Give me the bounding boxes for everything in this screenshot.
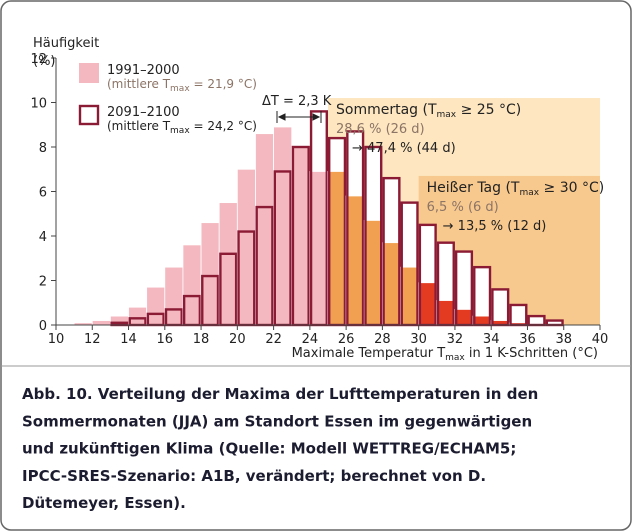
bar (436, 300, 456, 326)
x-tick-label: 34 (483, 332, 500, 347)
x-tick-label: 32 (447, 332, 464, 347)
legend-label: 2091–2100 (107, 105, 180, 120)
x-tick-label: 36 (519, 332, 536, 347)
bar (472, 315, 492, 326)
caption-line: Sommermonaten (JJA) am Standort Essen im… (22, 412, 532, 430)
bar (291, 146, 311, 326)
region-past: 28,6 % (26 d) (336, 122, 425, 137)
bar-outline-fill (456, 251, 472, 325)
bar (91, 320, 111, 326)
bar (200, 222, 220, 326)
y-tick-label: 0 (39, 319, 47, 334)
y-tick-label: 4 (39, 230, 47, 245)
bar (400, 266, 420, 326)
caption-line: Dütemeyer, Essen). (22, 494, 186, 512)
region-label: Sommertag (Tmax ≥ 25 °C) (336, 102, 521, 120)
x-tick-label: 12 (84, 332, 101, 347)
x-tick-label: 20 (229, 332, 246, 347)
legend-note: (mittlere Tmax = 24,2 °C) (107, 119, 257, 136)
bar-outline-fill (528, 316, 545, 325)
legend-swatch (78, 104, 100, 126)
x-tick-label: 16 (157, 332, 174, 347)
bar (273, 126, 293, 326)
region-future: → 47,4 % (44 d) (352, 141, 456, 156)
x-tick-label: 38 (555, 332, 572, 347)
x-tick-label: 30 (410, 332, 427, 347)
x-tick-label: 10 (48, 332, 65, 347)
bar (236, 168, 256, 326)
legend-note: (mittlere Tmax = 21,9 °C) (107, 77, 257, 94)
caption-line: und zukünftigen Klima (Quelle: Modell WE… (22, 440, 516, 458)
y-tick-label: 8 (39, 141, 47, 156)
x-label: Maximale Temperatur Tmax in 1 K-Schritte… (292, 346, 598, 363)
y-tick-label: 12 (30, 52, 47, 67)
bar (345, 195, 365, 326)
bar-outline-fill (510, 304, 527, 325)
x-tick-label: 26 (338, 332, 355, 347)
y-tick-label: 6 (39, 186, 47, 201)
bar (128, 306, 148, 326)
bar (164, 266, 184, 326)
legend-swatch (79, 63, 99, 83)
legend-label: 1991–2000 (107, 63, 180, 78)
region-future: → 13,5 % (12 d) (443, 219, 547, 234)
bar (327, 171, 347, 326)
y-tick-label: 2 (39, 275, 47, 290)
x-tick-label: 22 (265, 332, 282, 347)
x-tick-label: 24 (302, 332, 319, 347)
bar-outline-fill (492, 289, 509, 325)
x-tick-label: 28 (374, 332, 391, 347)
bar (363, 220, 383, 326)
bar (381, 242, 401, 326)
x-tick-label: 14 (120, 332, 137, 347)
caption-line: IPCC-SRES-Szenario: A1B, verändert; bere… (22, 467, 486, 485)
bar (182, 244, 202, 326)
bar (454, 309, 474, 326)
caption-line: Abb. 10. Verteilung der Maxima der Luftt… (22, 385, 538, 403)
delta-t: ΔT = 2,3 K (262, 94, 332, 109)
bar-outline-fill (474, 267, 490, 325)
bar (309, 171, 329, 326)
x-tick-label: 18 (193, 332, 210, 347)
delta-arrow (276, 111, 322, 123)
y-label-unit: (%) (33, 54, 56, 69)
region-past: 6,5 % (6 d) (427, 200, 499, 215)
bar (255, 133, 274, 326)
x-tick-label: 40 (592, 332, 609, 347)
bar (418, 282, 438, 326)
y-label: Häufigkeit (33, 36, 99, 51)
y-tick-label: 10 (30, 97, 47, 112)
region-label: Heißer Tag (Tmax ≥ 30 °C) (427, 180, 605, 198)
bar-outline-fill (546, 320, 563, 325)
bar (218, 202, 238, 326)
bar (146, 286, 166, 326)
